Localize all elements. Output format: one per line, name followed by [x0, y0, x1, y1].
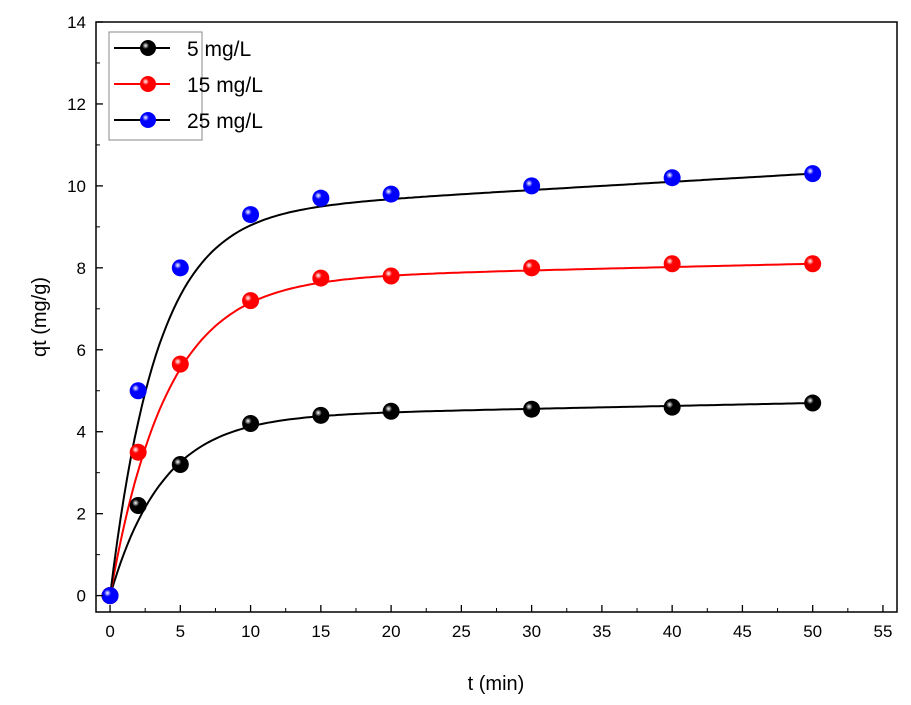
legend-marker — [140, 40, 156, 56]
data-point — [101, 587, 119, 605]
x-tick-label: 20 — [382, 622, 401, 641]
data-point — [382, 185, 400, 203]
data-point — [804, 255, 822, 273]
y-tick-label: 8 — [77, 259, 86, 278]
data-point — [663, 398, 681, 416]
y-tick-label: 4 — [77, 423, 86, 442]
data-point — [804, 394, 822, 412]
y-axis-label: qt (mg/g) — [29, 277, 51, 357]
data-point — [663, 255, 681, 273]
x-axis-label: t (min) — [468, 673, 525, 695]
legend-label: 15 mg/L — [187, 74, 263, 97]
legend-label: 5 mg/L — [187, 38, 251, 61]
data-point — [312, 189, 330, 207]
data-point — [129, 382, 147, 400]
y-tick-label: 0 — [77, 587, 86, 606]
data-point — [129, 496, 147, 514]
data-point — [312, 269, 330, 287]
y-tick-label: 14 — [67, 13, 86, 32]
data-points — [101, 165, 822, 605]
data-point — [129, 443, 147, 461]
data-point — [242, 206, 260, 224]
fit-curve-0 — [109, 402, 813, 596]
data-point — [171, 355, 189, 373]
x-tick-label: 0 — [105, 622, 114, 641]
y-tick-label: 6 — [77, 341, 86, 360]
data-point — [171, 456, 189, 473]
y-tick-label: 10 — [67, 177, 86, 196]
data-point — [382, 267, 400, 285]
x-tick-label: 35 — [592, 622, 611, 641]
x-tick-label: 30 — [522, 622, 541, 641]
data-point — [382, 402, 400, 420]
legend-marker — [140, 76, 156, 92]
y-axis: 0 2 4 6 8 10 12 14 — [67, 13, 103, 606]
y-tick-label: 12 — [67, 95, 86, 114]
data-point — [242, 292, 260, 310]
legend: 5 mg/L 15 mg/L 25 mg/L — [108, 31, 263, 141]
y-tick-label: 2 — [77, 505, 86, 524]
fit-curve-1 — [109, 262, 813, 596]
legend-label: 25 mg/L — [187, 110, 263, 133]
fit-curves — [109, 172, 813, 596]
x-tick-label: 40 — [663, 622, 682, 641]
legend-marker — [140, 112, 156, 128]
data-point — [171, 259, 189, 277]
x-tick-label: 5 — [176, 622, 185, 641]
x-tick-label: 50 — [803, 622, 822, 641]
fit-curve-2 — [109, 172, 813, 596]
x-tick-label: 55 — [873, 622, 892, 641]
data-point — [523, 177, 541, 195]
x-axis: 0 5 10 15 20 25 30 35 40 45 50 55 — [105, 605, 892, 641]
x-tick-label: 45 — [733, 622, 752, 641]
data-point — [663, 169, 681, 187]
x-tick-label: 25 — [452, 622, 471, 641]
data-point — [312, 406, 330, 424]
x-tick-label: 15 — [311, 622, 330, 641]
data-point — [523, 259, 541, 277]
data-point — [523, 400, 541, 418]
x-tick-label: 10 — [241, 622, 260, 641]
data-point — [804, 165, 822, 183]
data-point — [242, 415, 260, 433]
